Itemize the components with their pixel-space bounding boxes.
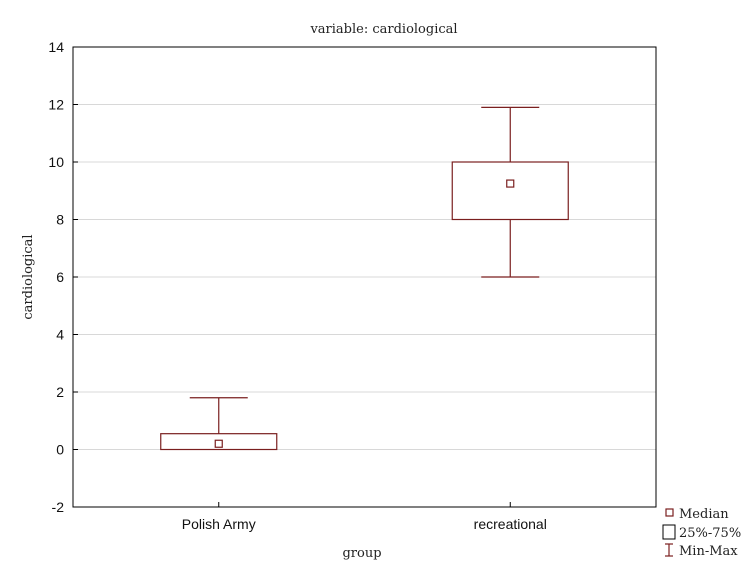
box-2 xyxy=(451,106,569,278)
iqr-box xyxy=(451,161,569,221)
x-axis-ticks: Polish Army recreational xyxy=(182,502,547,532)
legend: Median 25%-75% Min-Max xyxy=(662,507,741,559)
y-tick-label: 10 xyxy=(48,154,64,170)
boxes-layer xyxy=(160,106,569,451)
y-tick-label: -2 xyxy=(52,499,65,515)
grid-lines xyxy=(73,104,656,450)
x-tick-label: Polish Army xyxy=(182,516,256,532)
legend-label: Median xyxy=(679,507,729,522)
y-tick-label: 2 xyxy=(56,384,64,400)
legend-label: 25%-75% xyxy=(679,526,741,541)
y-tick-label: 14 xyxy=(48,39,64,55)
chart-title: variable: cardiological xyxy=(309,22,457,37)
y-tick-label: 6 xyxy=(56,269,64,285)
y-tick-label: 0 xyxy=(56,442,64,458)
x-axis-label: group xyxy=(342,546,381,561)
legend-label: Min-Max xyxy=(679,544,738,559)
y-tick-label: 4 xyxy=(56,327,64,343)
x-tick-label: recreational xyxy=(474,516,547,532)
box-1 xyxy=(160,397,278,451)
y-axis-ticks: -2 0 2 4 6 8 10 12 14 xyxy=(48,39,78,515)
median-marker xyxy=(506,179,515,188)
y-axis-label: cardiological xyxy=(21,234,36,319)
legend-box-icon xyxy=(662,524,676,540)
median-marker xyxy=(214,439,223,448)
y-tick-label: 8 xyxy=(56,212,64,228)
legend-median-icon xyxy=(665,508,674,517)
y-tick-label: 12 xyxy=(48,97,64,113)
legend-whisker-icon xyxy=(665,543,673,557)
